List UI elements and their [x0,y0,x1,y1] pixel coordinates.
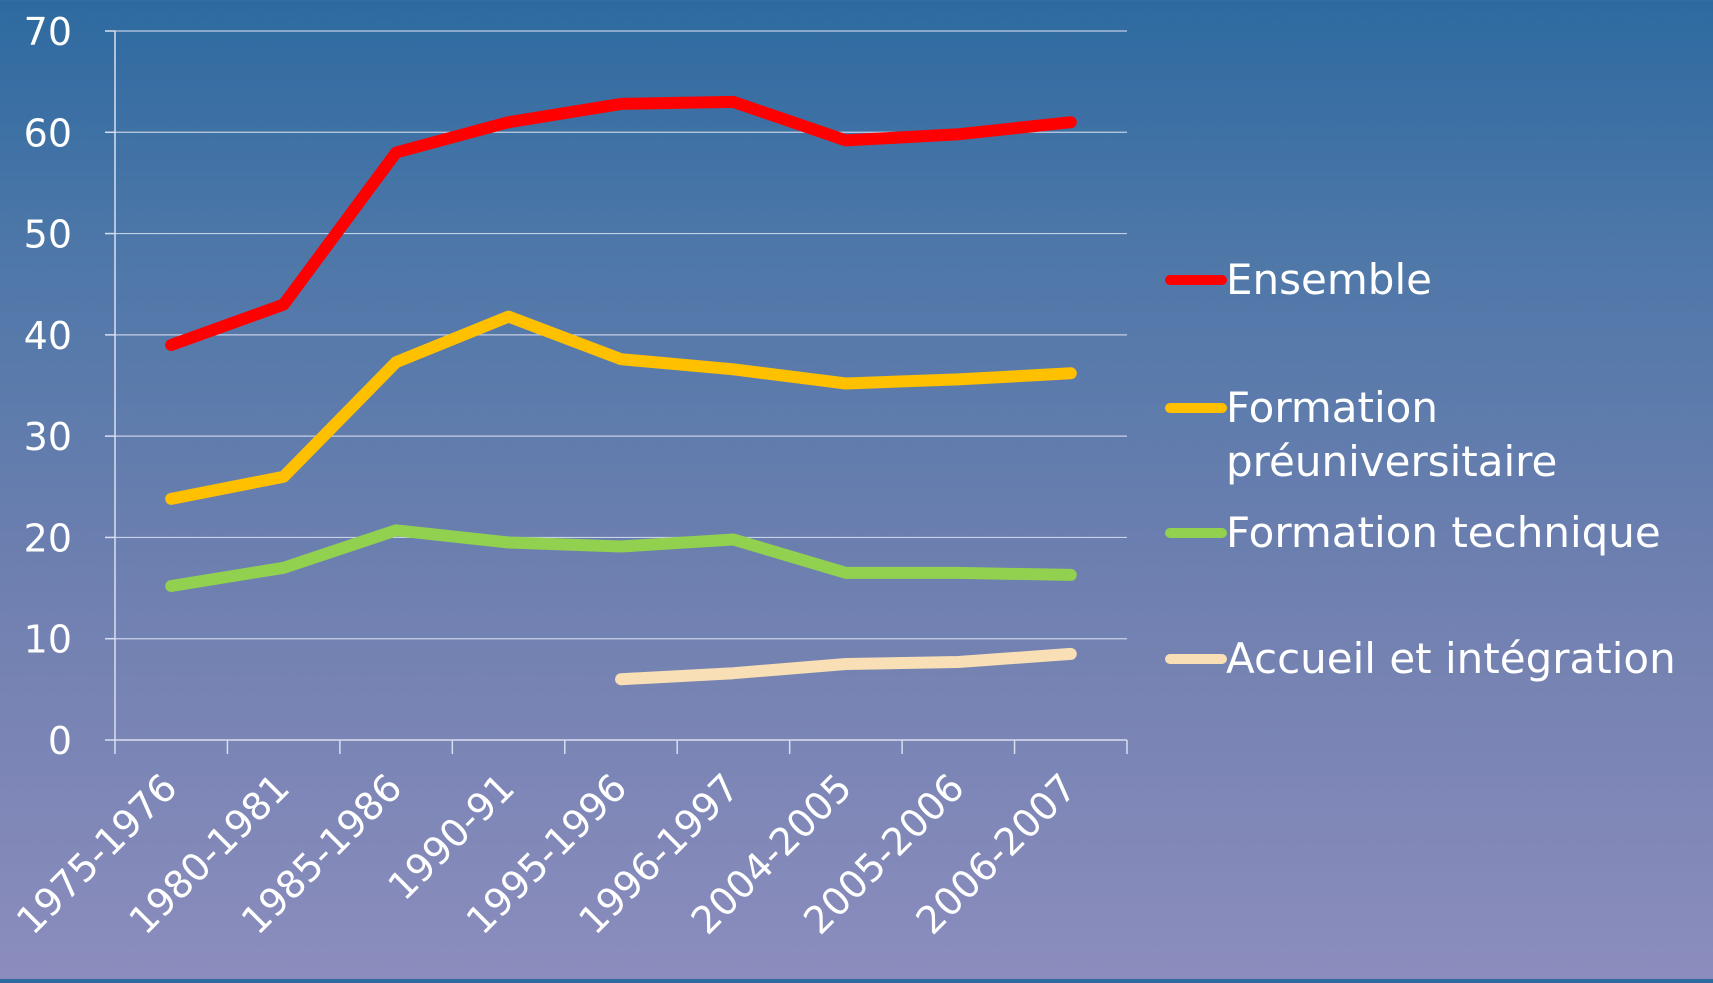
data-point [278,471,290,483]
y-tick-label: 10 [24,618,72,662]
legend-label-line: Accueil et intégration [1226,634,1676,683]
data-point [165,580,177,592]
grid-layer [115,30,1127,640]
legend-label: Ensemble [1226,255,1432,304]
y-tick-label: 60 [24,111,72,155]
data-point [278,298,290,310]
y-tick-label: 0 [48,719,72,763]
data-point [952,373,964,385]
y-tick-label: 20 [24,516,72,560]
data-point [952,567,964,579]
data-point [1065,648,1077,660]
data-point [165,493,177,505]
legend-label: Formation préuniversitaire [1226,383,1557,486]
legend-label: Accueil et intégration [1226,634,1676,683]
data-point [503,311,515,323]
data-point [1065,367,1077,379]
y-tick-label: 30 [24,415,72,459]
data-point [840,658,852,670]
data-point [727,533,739,545]
data-point [615,98,627,110]
data-point [615,673,627,685]
series-line-4 [615,647,1077,686]
series-line-1 [165,95,1077,351]
y-tick-label: 70 [24,10,72,54]
series-layer [165,95,1077,686]
axis-layer: 0102030405060701975-19761980-19811985-19… [8,10,1128,943]
data-point [1065,116,1077,128]
data-point [1065,569,1077,581]
data-point [952,128,964,140]
data-point [840,377,852,389]
data-point [840,567,852,579]
data-point [165,339,177,351]
data-point [503,116,515,128]
data-point [727,667,739,679]
data-point [278,562,290,574]
data-point [615,541,627,553]
data-point [615,353,627,365]
legend-label-line: Formation technique [1226,508,1661,557]
data-point [390,356,402,368]
y-tick-label: 40 [24,314,72,358]
legend-label-line: préuniversitaire [1226,437,1557,486]
series-line-2 [165,310,1077,505]
legend-label: Formation technique [1226,508,1661,557]
data-point [727,96,739,108]
legend-label-line: Ensemble [1226,255,1432,304]
data-point [390,524,402,536]
series-line-3 [165,524,1077,592]
legend-label-line: Formation [1226,383,1438,432]
y-tick-label: 50 [24,213,72,257]
data-point [727,363,739,375]
data-point [503,536,515,548]
data-point [952,656,964,668]
data-point [840,134,852,146]
data-point [390,147,402,159]
